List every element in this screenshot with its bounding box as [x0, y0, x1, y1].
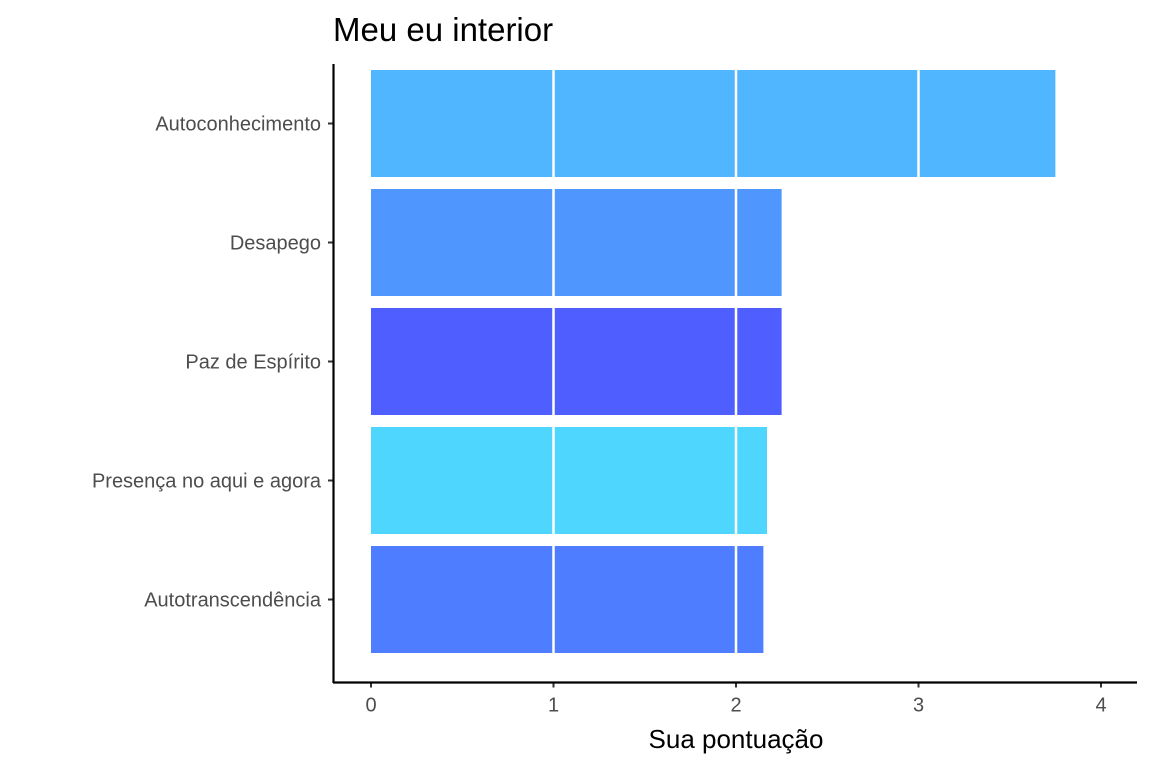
bar — [371, 308, 782, 415]
bar-group — [371, 546, 764, 653]
y-tick-label: Autoconhecimento — [155, 114, 321, 136]
x-tick-label: 2 — [730, 695, 741, 717]
bar-group — [371, 70, 1056, 177]
x-axis-title: Sua pontuação — [649, 724, 824, 754]
x-axis-ticks: 0 1 2 3 4 — [365, 682, 1107, 717]
bar — [371, 189, 782, 296]
x-tick-label: 3 — [913, 695, 924, 717]
bar — [371, 70, 1056, 177]
y-axis-labels: Autoconhecimento Desapego Paz de Espírito P… — [92, 114, 333, 612]
y-tick-label: Paz de Espírito — [185, 352, 321, 374]
bars-layer — [371, 70, 1056, 653]
bar-group — [371, 189, 782, 296]
bar — [371, 427, 768, 534]
x-tick-label: 1 — [548, 695, 559, 717]
bar-group — [371, 308, 782, 415]
x-tick-label: 4 — [1095, 695, 1106, 717]
y-tick-label: Autotranscendência — [144, 590, 322, 612]
chart-title: Meu eu interior — [333, 11, 553, 48]
y-tick-label: Presença no aqui e agora — [92, 471, 322, 493]
x-tick-label: 0 — [365, 695, 376, 717]
y-tick-label: Desapego — [230, 233, 321, 255]
bar — [371, 546, 764, 653]
bar-group — [371, 427, 768, 534]
